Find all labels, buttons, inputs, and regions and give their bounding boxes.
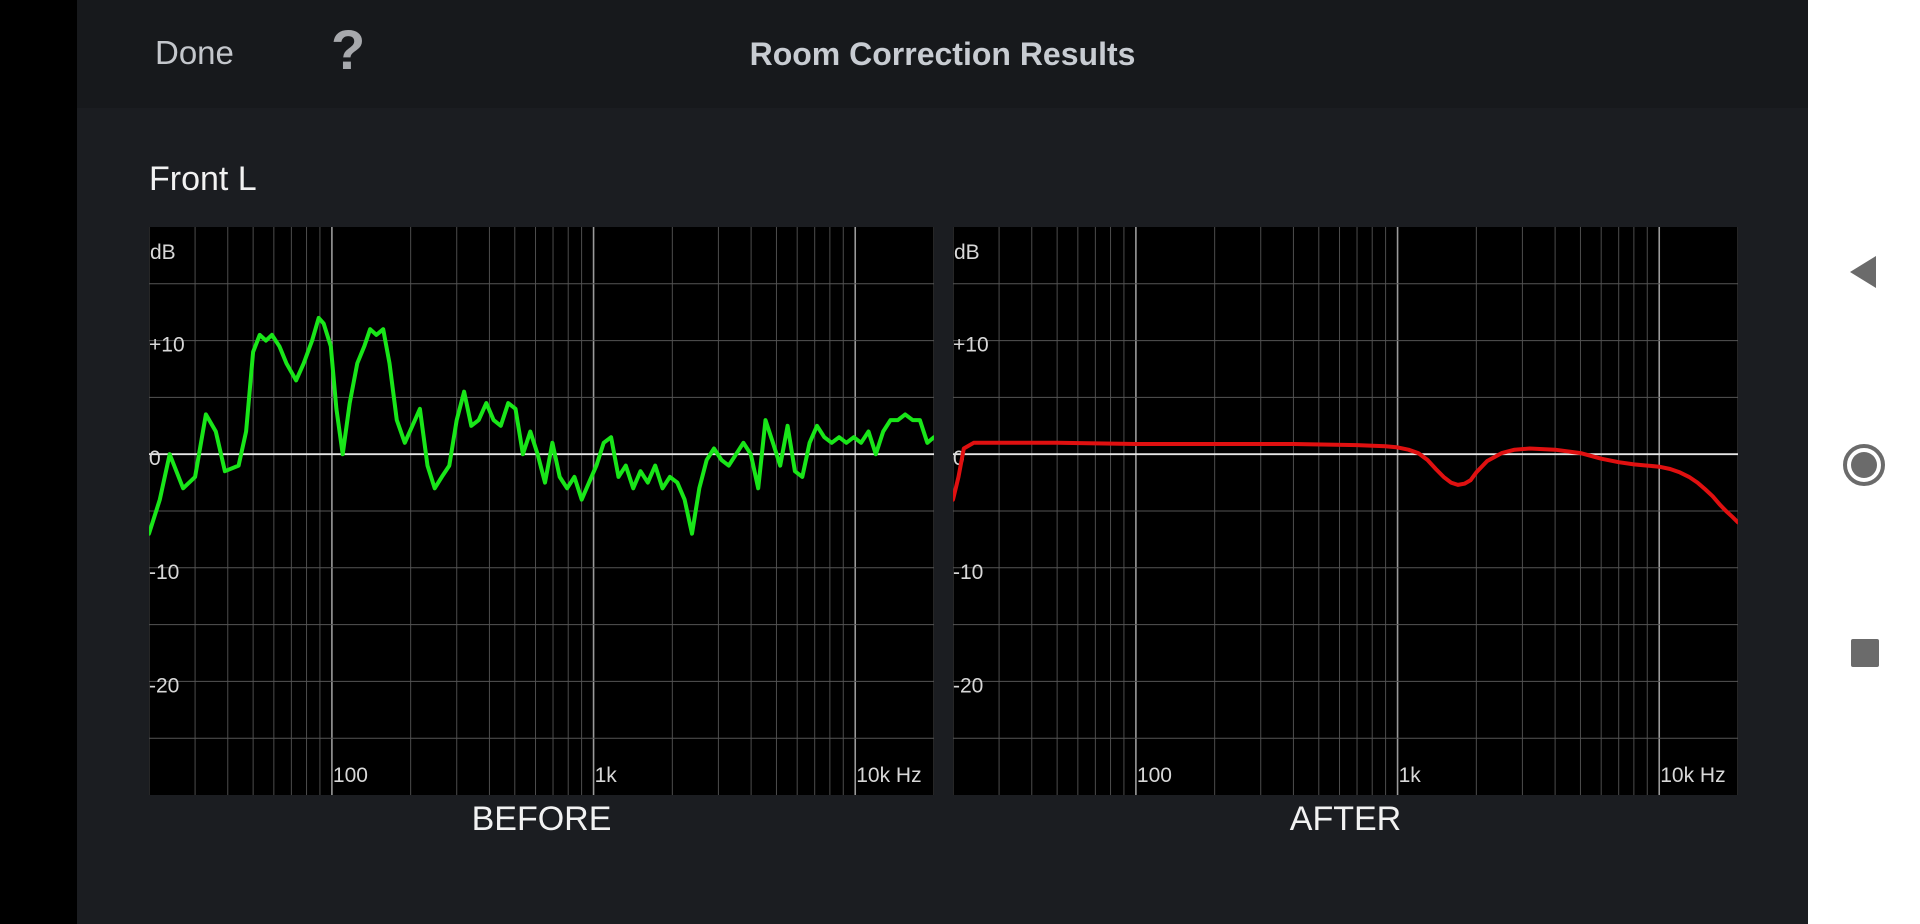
before-label: BEFORE: [471, 800, 612, 838]
before-chart: dB +10 0 -10 -20 100 1k 10k Hz: [149, 227, 934, 795]
left-black-bar: [0, 0, 77, 924]
page-title: Room Correction Results: [749, 36, 1136, 72]
after-label: AFTER: [1289, 800, 1402, 838]
x-tick-label: 100: [333, 764, 368, 787]
after-chart: dB +10 0 -10 -20 100 1k 10k Hz: [953, 227, 1738, 795]
y-tick-label: +10: [953, 334, 989, 357]
x-tick-label: 100: [1137, 764, 1172, 787]
x-tick-label: 1k: [1399, 764, 1422, 787]
x-tick-label: 1k: [595, 764, 618, 787]
response-curve: [953, 440, 1738, 525]
y-tick-label: -20: [149, 674, 179, 697]
x-tick-label: 10k Hz: [1660, 764, 1725, 787]
y-tick-label: +10: [149, 334, 185, 357]
channel-name: Front L: [149, 160, 257, 198]
square-recents-icon[interactable]: [1850, 638, 1880, 668]
grid: [149, 227, 934, 795]
help-button[interactable]: ?: [331, 18, 366, 81]
y-tick-label: -10: [149, 561, 179, 584]
y-tick-label: 0: [953, 447, 965, 470]
grid: [953, 227, 1738, 795]
response-curve: [149, 315, 934, 536]
app-screen: Done ? Room Correction Results Front L d…: [77, 0, 1882, 924]
system-nav-bar: [1808, 0, 1920, 924]
header-bar: Done ? Room Correction Results: [77, 0, 1808, 108]
chart-svg: dB +10 0 -10 -20 100 1k 10k Hz: [149, 227, 934, 795]
y-tick-label: -10: [953, 561, 983, 584]
circle-home-icon[interactable]: [1841, 442, 1887, 488]
y-tick-label: -20: [953, 674, 983, 697]
x-tick-label: 10k Hz: [856, 764, 921, 787]
chart-svg: dB +10 0 -10 -20 100 1k 10k Hz: [953, 227, 1738, 795]
triangle-back-icon[interactable]: [1844, 252, 1884, 292]
y-unit-label: dB: [954, 241, 980, 264]
done-button[interactable]: Done: [155, 34, 234, 71]
y-tick-label: 0: [149, 447, 161, 470]
y-unit-label: dB: [150, 241, 176, 264]
